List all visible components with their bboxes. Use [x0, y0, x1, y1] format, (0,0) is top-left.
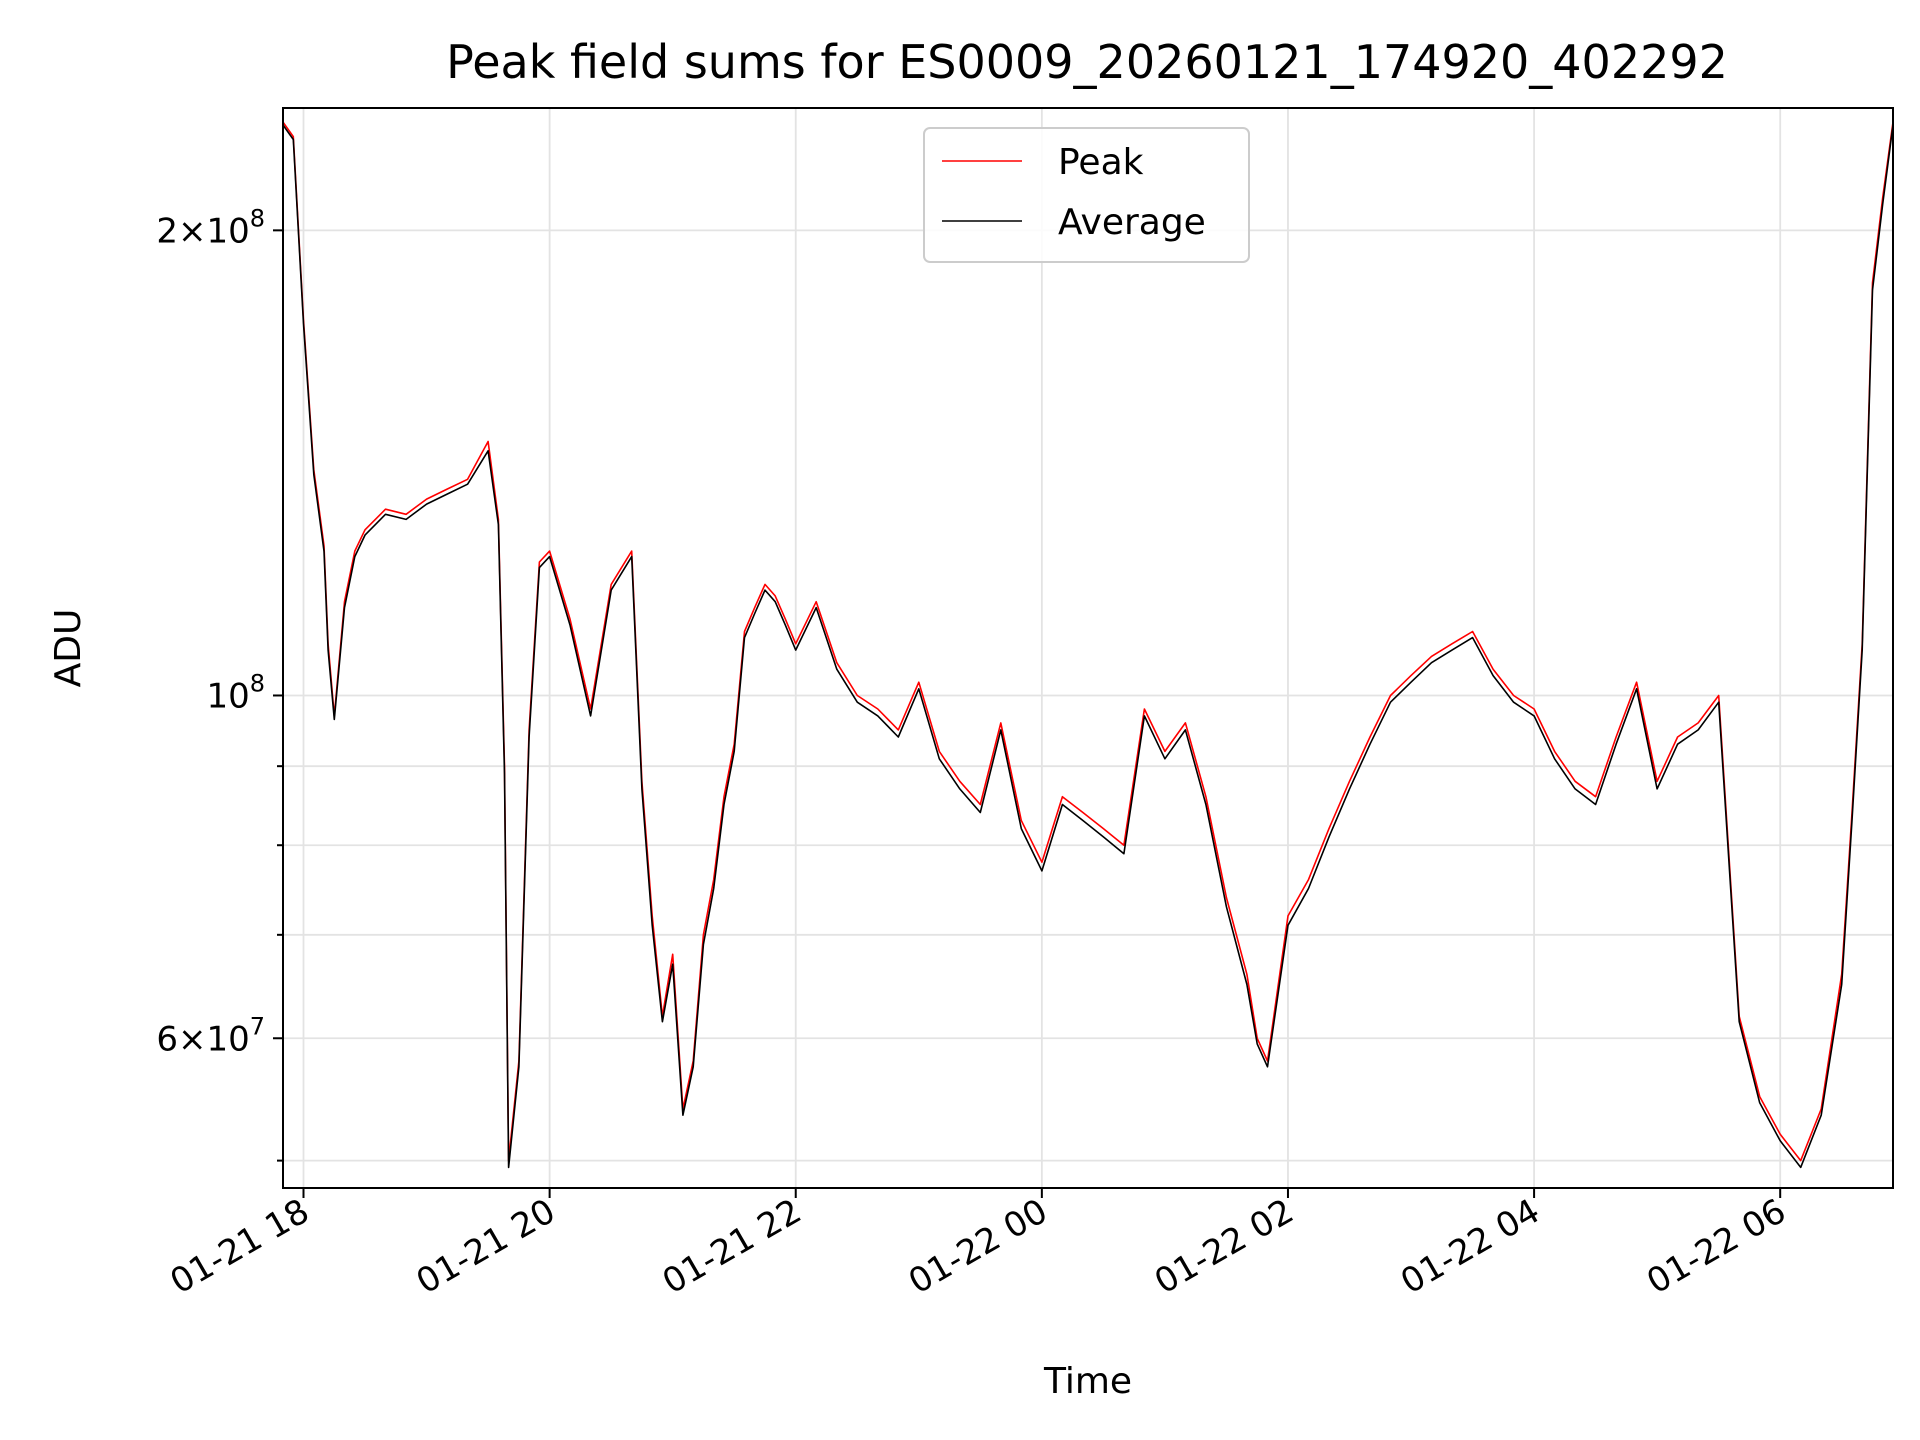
y-tick-label: 6×107 — [156, 1012, 265, 1059]
legend-label-peak: Peak — [1058, 142, 1144, 183]
y-axis-ticks: 6×107 108 2×108 — [156, 204, 283, 1162]
series-lines — [283, 121, 1893, 1169]
chart-title: Peak field sums for ES0009_20260121_1749… — [446, 35, 1728, 89]
y-tick-label: 108 — [206, 669, 265, 716]
plot-frame — [282, 107, 1894, 1189]
y-axis-label: ADU — [48, 609, 89, 688]
x-axis-label: Time — [1043, 1361, 1132, 1402]
legend: Peak Average — [923, 127, 1250, 263]
series-line-average — [283, 124, 1893, 1169]
legend-label-average: Average — [1058, 202, 1206, 243]
y-tick-label: 2×108 — [156, 204, 265, 251]
